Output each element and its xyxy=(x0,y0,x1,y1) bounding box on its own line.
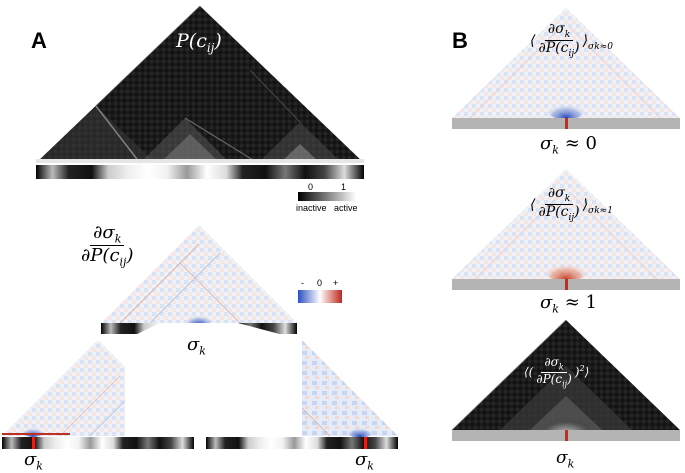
sigma-label-b3: σk xyxy=(556,448,575,471)
gray-colorbar-max: 1 xyxy=(341,182,347,192)
derivative-map-center xyxy=(101,225,297,326)
sigma-approx-zero-label: σk ≈ 0 xyxy=(540,133,597,157)
gray-colorbar-min: 0 xyxy=(308,182,314,192)
div-colorbar-neg: - xyxy=(301,278,304,288)
mean-derivative-map-sigma0 xyxy=(452,8,680,120)
diverging-colorbar xyxy=(298,290,342,303)
sigma-marker-b3 xyxy=(565,430,568,441)
div-colorbar-zero: 0 xyxy=(317,278,323,288)
sigma-marker-left xyxy=(32,437,35,449)
activity-strip-left xyxy=(2,437,194,449)
sigma-marker-b2 xyxy=(565,279,568,290)
panel-label-a: A xyxy=(31,28,47,53)
sigma-label-left: σk xyxy=(24,449,43,473)
sigma-label-center: σk xyxy=(187,334,206,358)
mean-derivative-map-sigma1 xyxy=(452,169,680,282)
mean-derivative-label-sigma0: ⟨ ∂σk ∂P(cij) ⟩σk≈0 xyxy=(530,21,613,60)
squared-derivative-label: ⟨(∂σk ∂P(cij))2⟩ xyxy=(524,355,590,389)
activity-strip-top xyxy=(36,165,364,179)
panel-label-b: B xyxy=(452,28,468,53)
gray-colorbar xyxy=(298,192,356,201)
derivative-label: ∂σk ∂P(cij) xyxy=(81,222,134,269)
sigma-approx-one-label: σk ≈ 1 xyxy=(540,292,597,316)
activity-strip-right xyxy=(206,437,398,449)
sigma-label-right: σk xyxy=(355,449,374,473)
mean-derivative-label-sigma1: ⟨ ∂σk ∂P(cij) ⟩σk≈1 xyxy=(530,185,613,224)
sigma-marker-right xyxy=(364,437,367,449)
div-colorbar-pos: + xyxy=(333,278,339,288)
contact-probability-label: P(cij) xyxy=(176,30,222,55)
gray-colorbar-inactive: inactive xyxy=(296,203,327,213)
sigma-marker-b1 xyxy=(565,118,568,129)
contact-map-triangle xyxy=(36,5,364,164)
gray-colorbar-active: active xyxy=(334,203,358,213)
